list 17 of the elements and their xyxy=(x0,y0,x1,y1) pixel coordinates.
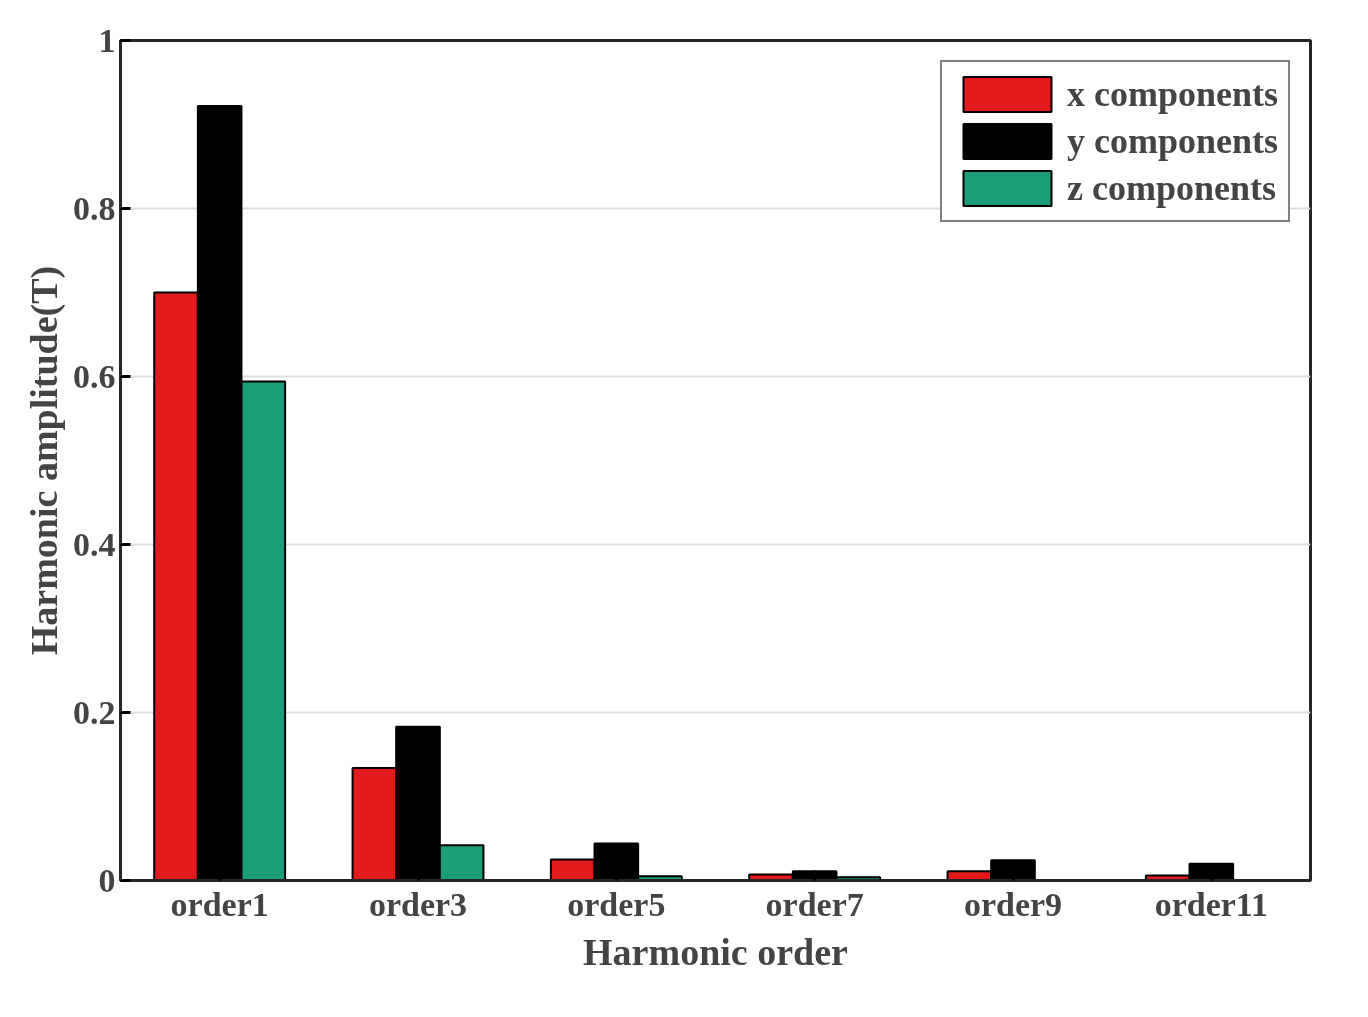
x-axis-title: Harmonic order xyxy=(583,930,849,973)
y-tick-label: 0 xyxy=(98,861,116,899)
x-tick-label: order9 xyxy=(963,885,1063,923)
x-tick-label: order7 xyxy=(765,885,864,923)
y-tick-label: 1 xyxy=(98,21,116,59)
legend-label: z components xyxy=(1066,167,1276,209)
x-tick-label: order11 xyxy=(1154,885,1268,923)
x-tick-label: order3 xyxy=(368,885,468,923)
legend-label: y components xyxy=(1066,120,1278,162)
y-axis-title: Harmonic amplitude(T) xyxy=(23,265,66,656)
y-tick-label: 0.6 xyxy=(73,357,116,395)
y-tick-label: 0.8 xyxy=(73,189,116,227)
y-tick-label: 0.4 xyxy=(73,525,116,563)
y-tick-label: 0.2 xyxy=(73,693,116,731)
legend-label: x components xyxy=(1066,73,1278,115)
x-tick-label: order5 xyxy=(567,885,666,923)
x-tick-label: order1 xyxy=(170,885,269,923)
